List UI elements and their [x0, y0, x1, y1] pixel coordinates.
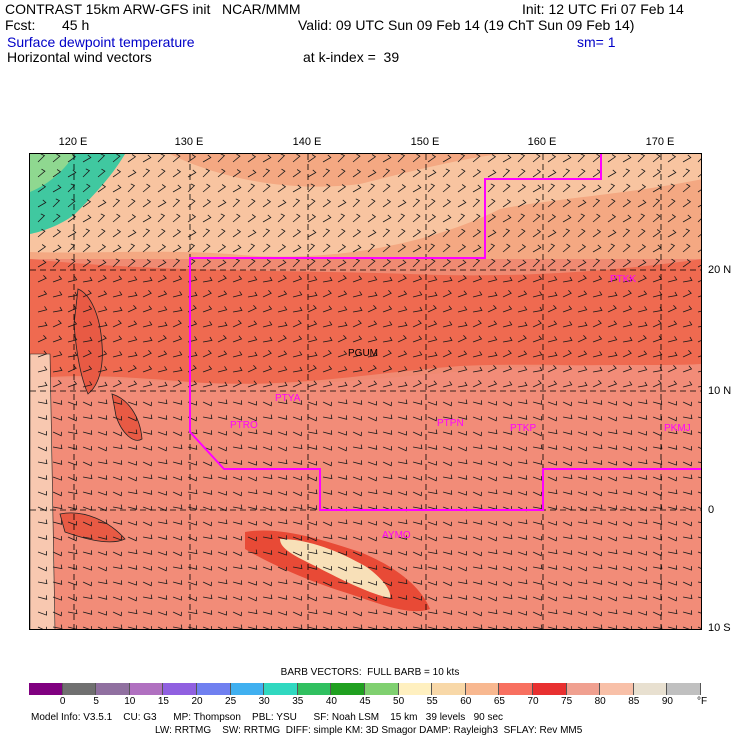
new-guinea-highlands: [280, 539, 391, 598]
level-label: at k-index = 39: [303, 49, 400, 65]
mindanao: [111, 393, 143, 441]
color-tick-label: 55: [426, 696, 438, 707]
forecast-label: Fcst:: [5, 17, 36, 33]
lat-lon-grid: [30, 154, 701, 629]
lat-label-0: 0: [708, 504, 715, 516]
lon-label-130: 130 E: [174, 136, 204, 148]
map-svg: [30, 154, 701, 629]
lon-label-160: 160 E: [527, 136, 557, 148]
lon-label-150: 150 E: [410, 136, 440, 148]
color-bar: [29, 682, 701, 700]
forecast-hour: 45 h: [62, 17, 90, 33]
lat-label-20n: 20 N: [708, 264, 732, 276]
color-tick-label: 0: [59, 696, 66, 707]
luzon: [73, 288, 103, 395]
smoothing-label: sm= 1: [577, 34, 616, 50]
station-aymo: AYMO: [382, 530, 411, 541]
color-tick-label: 10: [124, 696, 136, 707]
boundary-line: [189, 154, 701, 511]
color-tick-label: 20: [191, 696, 203, 707]
color-tick-label: 50: [393, 696, 405, 707]
band-65-70: [30, 364, 701, 629]
color-swatch: [96, 683, 130, 695]
lon-label-120: 120 E: [58, 136, 88, 148]
model-info-line2: LW: RRTMG SW: RRTMG DIFF: simple KM: 3D …: [155, 725, 583, 736]
color-swatch: [331, 683, 365, 695]
color-swatch: [230, 683, 265, 695]
color-swatch: [29, 683, 63, 695]
color-tick-label: 90: [661, 696, 673, 707]
color-swatch: [532, 683, 567, 695]
color-swatch: [499, 683, 533, 695]
valid-time: Valid: 09 UTC Sun 09 Feb 14 (19 ChT Sun …: [298, 17, 635, 33]
color-tick-label: 5: [93, 696, 99, 707]
color-swatch: [465, 683, 500, 695]
color-swatch: [432, 683, 466, 695]
color-tick-label: 70: [527, 696, 539, 707]
color-tick-label: 75: [561, 696, 573, 707]
color-tick-label: 15: [157, 696, 169, 707]
station-ptpn: PTPN: [437, 418, 464, 429]
color-swatch: [398, 683, 433, 695]
color-tick-label: 60: [460, 696, 472, 707]
band-45-50: [30, 154, 75, 192]
dewpoint-map: PTKK PGUM PTYA PTRO PTPN PTKP PKMJ AYMO: [29, 153, 702, 630]
color-swatch: [364, 683, 399, 695]
unit-label: °F: [697, 696, 708, 707]
field-name: Surface dewpoint temperature: [7, 34, 195, 50]
color-tick-label: 45: [359, 696, 371, 707]
model-info-line1: Model Info: V3.5.1 CU: G3 MP: Thompson P…: [31, 712, 504, 723]
lat-label-10s: 10 S: [708, 622, 731, 634]
barb-legend-text: BARB VECTORS: FULL BARB = 10 kts: [280, 667, 460, 678]
color-swatch: [566, 683, 601, 695]
color-swatch: [264, 683, 298, 695]
station-ptkp: PTKP: [510, 423, 537, 434]
plot-title: CONTRAST 15km ARW-GFS init NCAR/MMM: [5, 1, 301, 17]
station-pgum: PGUM: [348, 348, 378, 359]
band-70-75: [30, 259, 701, 384]
station-ptkk: PTKK: [610, 274, 637, 285]
color-tick-label: 25: [225, 696, 237, 707]
color-tick-label: 80: [594, 696, 606, 707]
station-ptya: PTYA: [275, 393, 301, 404]
borneo-sulawesi: [59, 512, 126, 543]
init-time: Init: 12 UTC Fri 07 Feb 14: [522, 1, 684, 17]
color-swatch: [633, 683, 668, 695]
color-swatch: [297, 683, 332, 695]
lon-label-140: 140 E: [292, 136, 322, 148]
color-tick-label: 35: [292, 696, 304, 707]
lat-label-10n: 10 N: [708, 385, 732, 397]
color-tick-label: 65: [493, 696, 505, 707]
station-pkmj: PKMJ: [664, 423, 691, 434]
west-land: [30, 353, 56, 629]
station-ptro: PTRO: [230, 420, 258, 431]
field-name-2: Horizontal wind vectors: [7, 49, 152, 65]
color-swatch: [163, 683, 197, 695]
color-swatch: [129, 683, 164, 695]
color-tick-label: 85: [628, 696, 640, 707]
lon-label-170: 170 E: [645, 136, 675, 148]
color-swatch: [62, 683, 97, 695]
color-swatch: [600, 683, 634, 695]
color-swatch: [196, 683, 231, 695]
color-tick-label: 40: [325, 696, 337, 707]
color-tick-label: 30: [258, 696, 270, 707]
color-swatch: [667, 683, 701, 695]
